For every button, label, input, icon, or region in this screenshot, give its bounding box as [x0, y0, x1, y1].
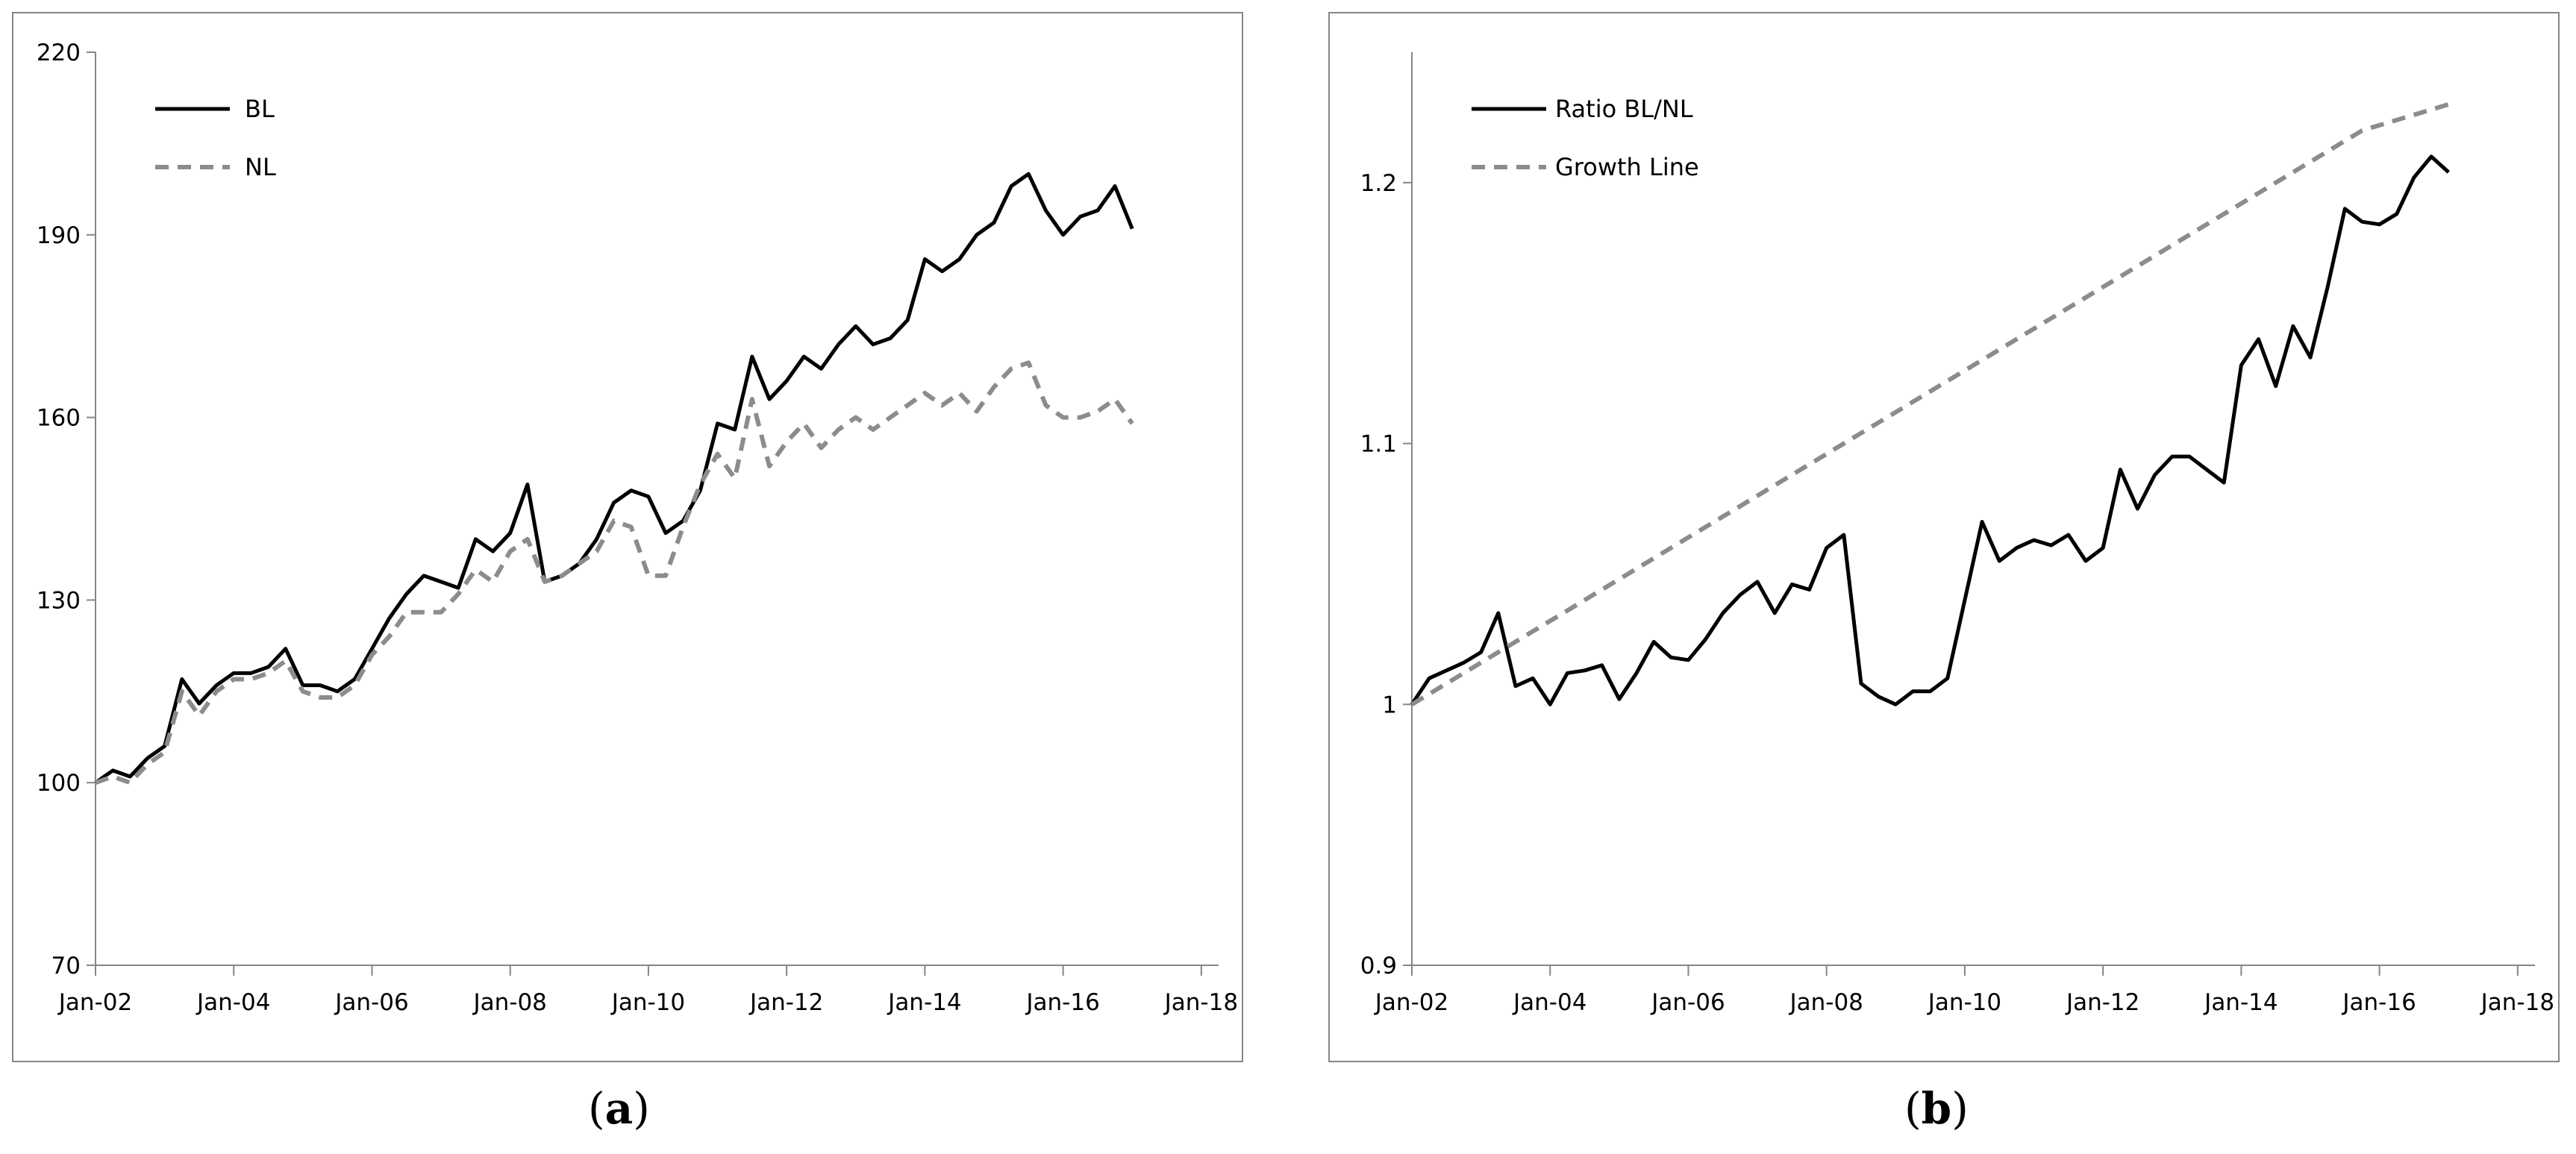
x-tick-label: Jan-12: [2065, 989, 2139, 1016]
x-tick-label: Jan-14: [2203, 989, 2278, 1016]
x-tick-label: Jan-16: [2341, 989, 2416, 1016]
caption-b-letter: b: [1921, 1083, 1952, 1134]
series-line-1: [1410, 154, 2450, 706]
y-tick-label: 190: [37, 222, 81, 249]
x-tick-label: Jan-18: [2480, 989, 2554, 1016]
x-tick-label: Jan-04: [1512, 989, 1586, 1016]
x-tick-label: Jan-06: [334, 989, 408, 1016]
legend-label-1: Ratio BL/NL: [1555, 95, 1693, 123]
x-tick-label: Jan-02: [1374, 989, 1448, 1016]
legend-label-1: BL: [245, 95, 275, 123]
caption-a-letter: a: [604, 1083, 634, 1134]
x-tick-label: Jan-14: [887, 989, 961, 1016]
series-line-1: [94, 172, 1134, 785]
x-tick-label: Jan-18: [1163, 989, 1238, 1016]
x-tick-label: Jan-10: [610, 989, 685, 1016]
y-tick-label: 220: [37, 40, 81, 66]
x-tick-label: Jan-02: [57, 989, 132, 1016]
y-tick-label: 1: [1382, 692, 1397, 718]
line-chart-a: 70 100 130 160 190 220 Jan-02 Jan-04 Jan-06 Jan-0…: [37, 40, 1238, 1016]
x-tick-label: Jan-04: [196, 989, 270, 1016]
caption-b: (b): [1904, 1083, 1969, 1134]
y-tick-label: 70: [51, 953, 81, 979]
y-tick-label: 100: [37, 770, 81, 797]
series-line-2: [95, 360, 1134, 785]
series-line-2: [1410, 102, 2450, 706]
y-tick-label: 130: [37, 587, 81, 614]
x-tick-label: Jan-08: [1788, 989, 1863, 1016]
chart-panel-b: 0.9 1 1.1 1.2 Jan-02 Jan-04 Jan-06 Jan-08 Jan-10…: [1328, 12, 2560, 1062]
x-tick-label: Jan-12: [748, 989, 823, 1016]
y-tick-label: 0.9: [1360, 953, 1397, 979]
legend-label-2: Growth Line: [1555, 153, 1699, 181]
y-tick-label: 1.1: [1360, 431, 1397, 458]
line-chart-b: 0.9 1 1.1 1.2 Jan-02 Jan-04 Jan-06 Jan-08 Jan-10…: [1360, 52, 2554, 1016]
x-tick-label: Jan-10: [1927, 989, 2001, 1016]
x-tick-label: Jan-16: [1025, 989, 1099, 1016]
caption-a: (a): [588, 1083, 650, 1134]
chart-panel-a: 70 100 130 160 190 220 Jan-02 Jan-04 Jan-06 Jan-0…: [12, 12, 1243, 1062]
legend-label-2: NL: [245, 153, 276, 181]
x-tick-label: Jan-08: [472, 989, 546, 1016]
y-tick-label: 1.2: [1360, 170, 1397, 197]
y-tick-label: 160: [37, 405, 81, 432]
x-tick-label: Jan-06: [1650, 989, 1725, 1016]
